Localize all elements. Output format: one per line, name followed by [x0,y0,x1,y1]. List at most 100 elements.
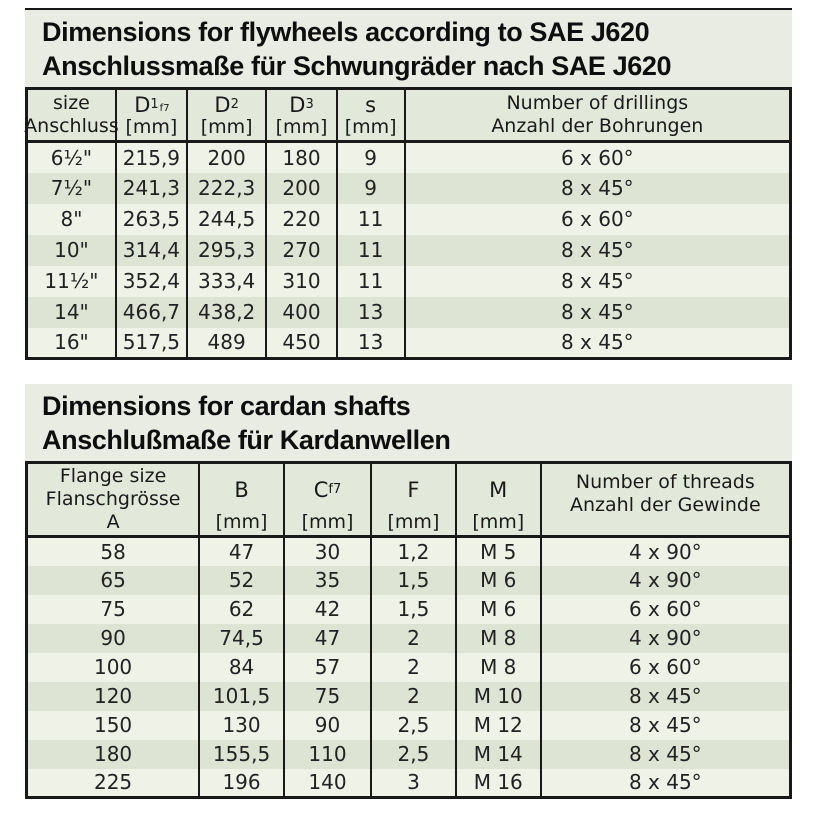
table-cell: 57 [282,652,372,682]
table-cell: 101,5 [198,681,284,711]
unit-label: [mm] [387,511,440,533]
table-cell: 6 x 60° [403,203,791,235]
table-cell: 75 [100,597,126,621]
col-header-threads-de: Anzahl der Gewinde [570,494,761,516]
table-cell: 222,3 [185,172,267,204]
unit-label: [mm] [472,511,525,533]
table-cell: 8 x 45° [403,265,791,297]
table-cell: M 14 [454,739,541,769]
table-cell: 438,2 [185,296,267,328]
table-cell: 1,5 [370,594,456,624]
table-cell: 13 [335,327,405,359]
symbol-base: M [489,477,508,502]
unit-label: [mm] [125,116,178,138]
symbol-base: B [234,477,249,502]
table-cell: 295,3 [185,234,267,266]
symbol-sub: 3 [305,97,314,112]
col-header-drillings-en: Number of drillings [506,92,689,114]
table-cell: 241,3 [114,172,187,204]
symbol-sub: 2 [230,97,239,112]
table-cell: 8 x 45° [539,739,791,769]
table-cell: 9 [335,141,405,173]
col-header-s: s [mm] [335,88,405,143]
table-cell: 11 [335,265,405,297]
table-cell: 466,7 [114,296,187,328]
col-header-flange-size: Flange size Flanschgrösse A [26,462,200,538]
table-row: 120 101,5 75 2 M 10 8 x 45° [26,681,791,711]
col-header-size: size Anschluss [24,88,119,143]
table-row: 14" 466,7 438,2 400 13 8 x 45° [26,296,791,328]
table-cell: 47 [198,536,284,566]
symbol-base: C [313,477,329,502]
table-row: 8" 263,5 244,5 220 11 6 x 60° [26,203,791,235]
table-cell: 8 x 45° [403,327,791,359]
table-cell: 8 x 45° [403,234,791,266]
table-cell: 400 [265,296,337,328]
table-cell: 4 x 90° [539,565,791,595]
table-cell: 2 [370,623,456,653]
table-cell: 2 [370,652,456,682]
spec-sheet: Dimensions for flywheels according to SA… [24,8,792,799]
table-cell: 8 x 45° [539,681,791,711]
table-cell: 155,5 [198,739,284,769]
unit-label: [mm] [275,116,328,138]
symbol-sub: f7 [328,481,342,497]
table-cell: 9 [335,172,405,204]
table-cell: 6 x 60° [539,652,791,682]
table-cell: 1,2 [370,536,456,566]
table-cell: 100 [93,655,133,679]
table-row: 10" 314,4 295,3 270 11 8 x 45° [26,234,791,266]
table-cell: 2 [370,681,456,711]
table-cell: 1,5 [370,565,456,595]
table-cell: 14" [54,300,89,324]
table-row: 150 130 90 2,5 M 12 8 x 45° [26,710,791,740]
table-row: 11½" 352,4 333,4 310 11 8 x 45° [26,265,791,297]
table-row: 16" 517,5 489 450 13 8 x 45° [26,327,791,359]
table-cell: 13 [335,296,405,328]
table-cell: 200 [265,172,337,204]
table-cell: M 6 [454,594,541,624]
symbol-base: D [134,93,151,117]
section-gap [25,360,792,384]
table-cell: M 5 [454,536,541,566]
table-cell: 215,9 [114,141,187,173]
table-cell: 180 [265,141,337,173]
col-header-b: B [mm] [198,462,284,538]
cardan-title-block: Dimensions for cardan shafts Anschlußmaß… [25,384,792,461]
unit-label: [mm] [344,116,397,138]
table-cell: 75 [282,681,372,711]
cardan-title-en: Dimensions for cardan shafts [42,391,411,421]
table-cell: M 16 [454,768,541,798]
symbol-base: F [407,477,420,502]
table-cell: 8 x 45° [403,296,791,328]
table-cell: 150 [93,713,133,737]
table-cell: 200 [185,141,267,173]
unit-label: [mm] [200,116,253,138]
col-header-flange-de: Flanschgrösse [45,488,181,510]
col-header-threads-en: Number of threads [575,471,755,493]
table-cell: 11½" [44,269,99,293]
table-cell: 90 [100,626,126,650]
cardan-title-de: Anschlußmaße für Kardanwellen [42,425,451,455]
table-cell: 310 [265,265,337,297]
symbol-subsub: f7 [159,102,170,114]
table-cell: 2,5 [370,739,456,769]
table-cell: 11 [335,203,405,235]
symbol-base: D [214,93,231,117]
table-cell: 263,5 [114,203,187,235]
table-cell: 47 [282,623,372,653]
table-cell: 8" [60,207,83,231]
table-row: 7½" 241,3 222,3 200 9 8 x 45° [26,172,791,204]
